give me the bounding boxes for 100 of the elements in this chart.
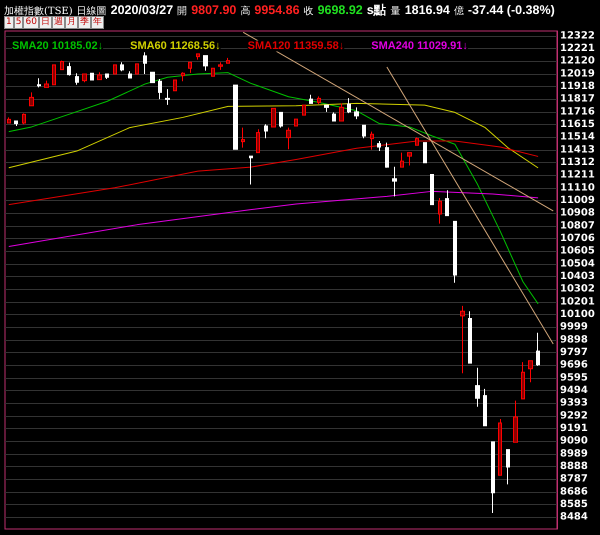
- chart-title: 加權指數(TSE): [4, 4, 73, 17]
- y-tick-label: 9797: [560, 347, 588, 358]
- y-tick-label: 8585: [560, 499, 588, 510]
- y-tick-label: 9090: [560, 436, 588, 447]
- candlestick: [415, 136, 419, 146]
- candlestick: [249, 156, 253, 186]
- candlestick: [392, 166, 397, 197]
- candlestick: [324, 104, 329, 112]
- candlestick: [286, 127, 291, 150]
- line-series: [8, 102, 539, 168]
- text: 9807.90: [191, 3, 236, 17]
- candlestick: [233, 84, 238, 150]
- candlestick: [400, 152, 404, 168]
- candlestick: [385, 142, 389, 168]
- candlestick: [491, 441, 495, 514]
- candlestick: [150, 72, 155, 84]
- y-tick-label: 11312: [560, 156, 595, 168]
- candlestick: [7, 116, 11, 124]
- y-tick-label: 8787: [560, 474, 588, 485]
- candlestick: [90, 72, 94, 81]
- y-tick-label: 10807: [560, 220, 595, 232]
- candlestick: [188, 62, 192, 74]
- candlestick: [460, 305, 465, 374]
- candlestick: [113, 64, 117, 75]
- candlestick: [521, 362, 525, 400]
- candlestick: [445, 190, 449, 216]
- chart-subtitle: 日線圖: [76, 5, 107, 17]
- candlestick: [317, 96, 321, 105]
- candlestick: [226, 57, 230, 64]
- text: SMA60 11268.56↓: [130, 40, 221, 52]
- candlestick: [75, 72, 79, 86]
- candlestick: [97, 72, 102, 80]
- candlestick: [453, 220, 457, 284]
- candlestick: [264, 124, 268, 139]
- candlestick: [105, 74, 109, 80]
- y-tick-label: 10706: [560, 232, 595, 244]
- candlestick: [423, 142, 427, 164]
- candlestick: [279, 112, 283, 128]
- candlestick: [347, 98, 351, 114]
- candlestick: [82, 74, 87, 83]
- y-tick-label: 9292: [560, 410, 588, 422]
- y-tick-label: 10504: [560, 258, 595, 270]
- candlestick: [143, 52, 147, 75]
- candlestick: [120, 62, 124, 72]
- y-tick-label: 10403: [560, 270, 595, 282]
- candlestick: [294, 118, 298, 126]
- candlestick: [407, 152, 412, 166]
- y-tick-label: 10908: [560, 208, 595, 219]
- y-tick-label: 10100: [560, 308, 595, 320]
- text: 日: [38, 16, 52, 29]
- candlestick: [218, 62, 223, 70]
- y-tick-label: 8989: [560, 448, 588, 460]
- text: 9954.86: [254, 3, 300, 17]
- candlestick: [165, 88, 170, 106]
- candlestick: [362, 124, 366, 139]
- y-tick-label: 9898: [560, 334, 588, 346]
- y-tick-label: 9393: [560, 398, 588, 409]
- y-tick-label: 11918: [560, 80, 595, 92]
- text: -37.44 (-0.38%): [468, 3, 555, 17]
- y-tick-label: 11817: [560, 94, 595, 105]
- y-tick-label: 9595: [560, 372, 588, 384]
- y-tick-label: 10302: [560, 284, 595, 295]
- text: 季: [78, 16, 91, 29]
- candlestick: [302, 104, 306, 116]
- candlestick: [309, 94, 313, 104]
- y-tick-label: 8888: [560, 461, 588, 472]
- candlestick: [498, 418, 502, 476]
- y-tick-label: 11110: [560, 182, 595, 194]
- y-tick-label: 8686: [560, 486, 588, 498]
- text: SMA240 11029.91↓: [371, 40, 468, 52]
- candlestick: [135, 63, 139, 75]
- text: 開: [177, 5, 188, 18]
- candlestick: [128, 70, 132, 79]
- text: 5: [14, 16, 24, 29]
- y-tick-label: 9999: [560, 322, 588, 333]
- text: SMA120 11359.58↓: [248, 40, 344, 52]
- candlestick: [339, 102, 344, 122]
- y-tick-label: 11514: [560, 132, 595, 143]
- candlestick: [52, 64, 56, 86]
- candlestick: [67, 62, 71, 76]
- line-series: [8, 72, 539, 304]
- candlestick: [22, 112, 26, 125]
- line-series: [8, 140, 539, 206]
- y-tick-label: 11009: [560, 194, 595, 206]
- text: 2020/03/27: [110, 3, 174, 17]
- y-tick-label: 11413: [560, 144, 595, 156]
- y-tick-label: 10201: [560, 296, 595, 308]
- text: 年: [90, 16, 104, 29]
- text: SMA20 10185.02↓: [12, 40, 104, 52]
- candlestick: [430, 174, 434, 206]
- y-tick-label: 12221: [560, 42, 595, 54]
- y-tick-label: 12322: [560, 30, 595, 42]
- candlestick: [438, 197, 442, 224]
- candlestick: [203, 55, 208, 72]
- line-series: [8, 190, 539, 248]
- y-tick-label: 9191: [560, 423, 588, 434]
- candlestick: [536, 332, 540, 366]
- text: 月: [64, 16, 78, 29]
- y-tick-label: 10605: [560, 246, 595, 257]
- candlestick: [468, 310, 472, 364]
